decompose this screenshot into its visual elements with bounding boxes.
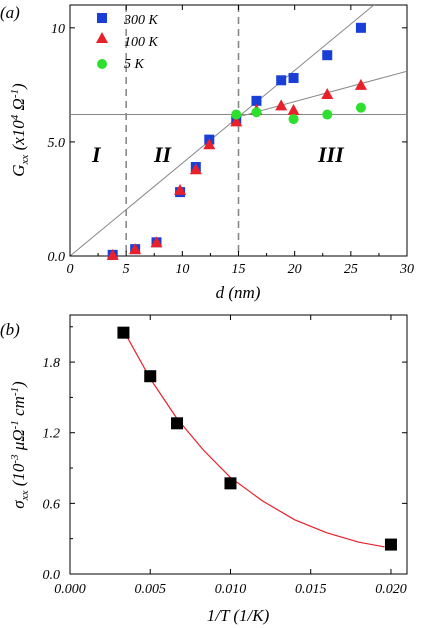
ylabel-b-exp: -3 [9,454,21,464]
x-tick-label: 0.005 [134,582,166,597]
x-tick-label: 0 [67,262,74,277]
fit-line-2 [238,70,407,118]
x-tick-label: 10 [175,262,189,277]
region-label-iii: III [317,142,345,167]
point-5k [288,114,299,125]
panel-b-x-ticks: 0.000 0.005 0.010 0.015 0.020 [54,315,407,597]
point-sigma [144,370,157,383]
ylabel-a-unit: (x10 [9,120,28,155]
y-tick-label: 1.2 [43,427,61,442]
ylabel-a-exp2: -1 [9,89,21,98]
y-tick-label: 0.0 [43,568,61,583]
panel-b-data-points [117,326,397,551]
panel-a-legend: 300 K 100 K 5 K [96,13,159,72]
point-100k [275,99,288,111]
x-tick-label: 30 [399,262,414,277]
point-sigma [384,538,397,551]
ylabel-b-main: σ [9,500,28,509]
x-tick-label: 20 [288,262,302,277]
y-tick-label: 10 [51,22,65,37]
legend-marker-100k [96,32,108,43]
panel-a: (a) 0 5 10 15 20 25 30 0.0 5.0 10 I II III 300 K… [0,3,414,302]
y-tick-label: 0.6 [43,497,61,512]
point-100k [203,138,216,150]
x-tick-label: 0.000 [54,582,86,597]
x-tick-label: 0.015 [295,582,327,597]
point-300k [276,75,287,86]
region-label-i: I [91,142,102,167]
x-tick-label: 25 [344,262,358,277]
point-5k [355,102,366,113]
legend-label-5k: 5 K [124,57,145,72]
point-100k [189,163,202,175]
point-100k [150,236,163,248]
point-100k [230,115,243,127]
point-300k [288,73,299,84]
point-100k [174,183,187,195]
point-300k [251,95,262,106]
ylabel-a-exp: 4 [9,114,21,120]
point-100k [321,87,334,99]
panel-b-fit-curve [122,330,385,548]
y-tick-label: 5.0 [48,136,66,151]
svg-text:Gxx (x104 Ω-1): Gxx (x104 Ω-1) [9,83,31,177]
legend-label-300k: 300 K [123,13,159,28]
ylabel-b-sub: xx [19,490,31,501]
point-sigma [224,477,237,490]
panel-b-label: (b) [0,320,20,339]
x-tick-label: 5 [123,262,130,277]
y-tick-label: 1.8 [43,356,61,371]
ylabel-a-main: G [9,164,28,176]
panel-a-x-ticks: 0 5 10 15 20 25 30 [67,5,414,277]
ylabel-a-close: ) [9,83,28,90]
point-100k [106,248,119,260]
ylabel-b-unit: (10 [9,463,28,490]
point-100k [287,103,300,115]
x-tick-label: 15 [232,262,246,277]
panel-b-y-ticks: 0.0 0.6 1.2 1.8 [43,326,407,583]
ylabel-a-sub: xx [19,155,31,166]
panel-a-guides [70,5,407,256]
point-5k [231,109,242,120]
ylabel-b-end: μΩ [9,429,28,454]
ylabel-b-close: ) [9,381,28,388]
panel-b-plot-frame [69,314,408,575]
y-tick-label: 0.0 [48,250,66,265]
point-sigma [117,326,130,339]
x-tick-label: 0.010 [215,582,247,597]
ylabel-a-end: Ω [9,98,28,115]
ylabel-b-end2: cm [9,396,28,420]
fit-curve [122,330,385,548]
point-100k [129,243,142,255]
panel-a-data-points [106,22,367,260]
panel-b: (b) 0.000 0.005 0.010 0.015 0.020 0.0 0.6 1.2 1… [0,314,408,625]
svg-text:σxx (10-3 μΩ-1 cm-1): σxx (10-3 μΩ-1 cm-1) [9,381,31,509]
point-100k [354,78,367,90]
point-5k [251,107,262,118]
panel-a-label: (a) [0,3,20,22]
point-300k [322,50,333,61]
legend-marker-300k [97,13,107,23]
panel-a-y-ticks: 0.0 5.0 10 [48,22,407,265]
panel-a-y-axis-title: Gxx (x104 Ω-1) [9,83,31,177]
panel-a-x-axis-title: d (nm) [216,283,261,302]
region-label-ii: II [153,142,173,167]
panel-b-x-axis-title: 1/T (1/K) [207,606,270,625]
legend-label-100k: 100 K [124,35,159,50]
panel-b-y-axis-title: σxx (10-3 μΩ-1 cm-1) [9,381,31,509]
ylabel-b-exp2: -1 [9,420,21,429]
ylabel-b-exp3: -1 [9,387,21,396]
point-5k [322,109,333,120]
x-tick-label: 0.020 [375,582,407,597]
legend-marker-5k [97,59,107,69]
point-300k [355,22,366,33]
point-sigma [171,417,184,430]
